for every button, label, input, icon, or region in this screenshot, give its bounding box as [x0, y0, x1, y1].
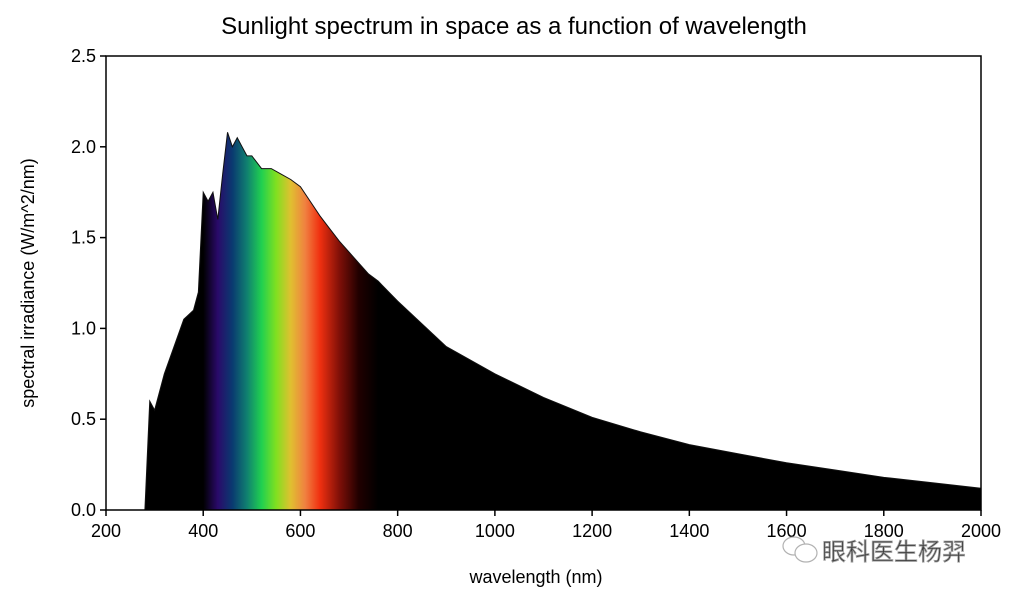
watermark: 眼科医生杨羿	[782, 536, 966, 566]
spectrum-line	[144, 132, 982, 511]
y-tick-label: 2.0	[71, 137, 96, 157]
y-axis-label: spectral irradiance (W/m^2/nm)	[18, 158, 38, 408]
y-tick-label: 2.5	[71, 46, 96, 66]
x-tick-label: 1400	[669, 521, 709, 541]
x-tick-label: 1200	[572, 521, 612, 541]
x-tick-label: 400	[188, 521, 218, 541]
x-axis-label: wavelength (nm)	[468, 567, 602, 587]
x-tick-label: 1800	[864, 521, 904, 541]
x-tick-label: 1000	[475, 521, 515, 541]
visible-spectrum-band	[203, 132, 379, 510]
x-tick-label: 600	[285, 521, 315, 541]
x-tick-label: 200	[91, 521, 121, 541]
x-tick-label: 2000	[961, 521, 1001, 541]
x-tick-label: 800	[383, 521, 413, 541]
y-tick-label: 0.5	[71, 409, 96, 429]
wechat-icon	[782, 536, 818, 563]
plot-frame	[105, 55, 982, 511]
chart-title: Sunlight spectrum in space as a function…	[221, 13, 807, 40]
y-tick-label: 0.0	[71, 500, 96, 520]
y-tick-label: 1.5	[71, 228, 96, 248]
watermark-text: 眼科医生杨羿	[822, 539, 966, 566]
y-tick-label: 1.0	[71, 318, 96, 338]
x-tick-label: 1600	[767, 521, 807, 541]
